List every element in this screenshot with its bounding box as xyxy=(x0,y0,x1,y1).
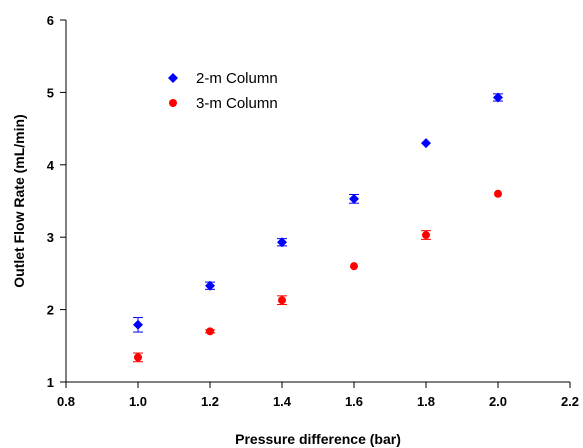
y-axis-title: Outlet Flow Rate (mL/min) xyxy=(11,114,27,287)
data-point xyxy=(349,193,359,204)
legend: 2-m Column 3-m Column xyxy=(168,70,278,112)
series-1 xyxy=(133,92,503,333)
x-tick-label: 2.2 xyxy=(561,394,579,409)
legend-label: 2-m Column xyxy=(196,70,278,87)
y-tick-label: 4 xyxy=(47,158,55,173)
x-tick-label: 1.4 xyxy=(273,394,292,409)
data-point xyxy=(277,237,287,248)
y-tick-label: 6 xyxy=(47,13,54,28)
y-tick-label: 2 xyxy=(47,303,54,318)
x-tick-label: 0.8 xyxy=(57,394,75,409)
legend-label: 3-m Column xyxy=(196,95,278,112)
x-tick-label: 1.6 xyxy=(345,394,363,409)
legend-item: 3-m Column xyxy=(169,95,278,112)
data-points xyxy=(133,92,503,363)
y-tick-label: 5 xyxy=(47,85,54,100)
data-point xyxy=(493,92,503,103)
legend-item: 2-m Column xyxy=(168,70,278,87)
legend-marker xyxy=(169,99,177,107)
x-axis-title: Pressure difference (bar) xyxy=(235,431,401,447)
data-point xyxy=(278,296,286,305)
series-2 xyxy=(133,189,502,363)
data-point xyxy=(350,262,358,271)
y-tick-label: 1 xyxy=(47,375,54,390)
data-point xyxy=(421,138,431,149)
x-tick-label: 1.0 xyxy=(129,394,147,409)
data-point xyxy=(494,189,502,198)
x-tick-label: 2.0 xyxy=(489,394,507,409)
data-point xyxy=(422,231,430,240)
y-tick-label: 3 xyxy=(47,230,54,245)
data-point xyxy=(206,327,214,336)
x-axis-ticks: 0.8 1.0 1.2 1.4 1.6 1.8 2.0 2.2 xyxy=(57,382,579,409)
y-axis-ticks: 1 2 3 4 5 6 xyxy=(47,13,66,390)
x-tick-label: 1.8 xyxy=(417,394,435,409)
x-tick-label: 1.2 xyxy=(201,394,219,409)
data-point xyxy=(134,353,142,362)
data-point xyxy=(205,280,215,291)
axes xyxy=(65,20,570,383)
data-point xyxy=(133,319,143,330)
legend-marker xyxy=(168,73,178,83)
